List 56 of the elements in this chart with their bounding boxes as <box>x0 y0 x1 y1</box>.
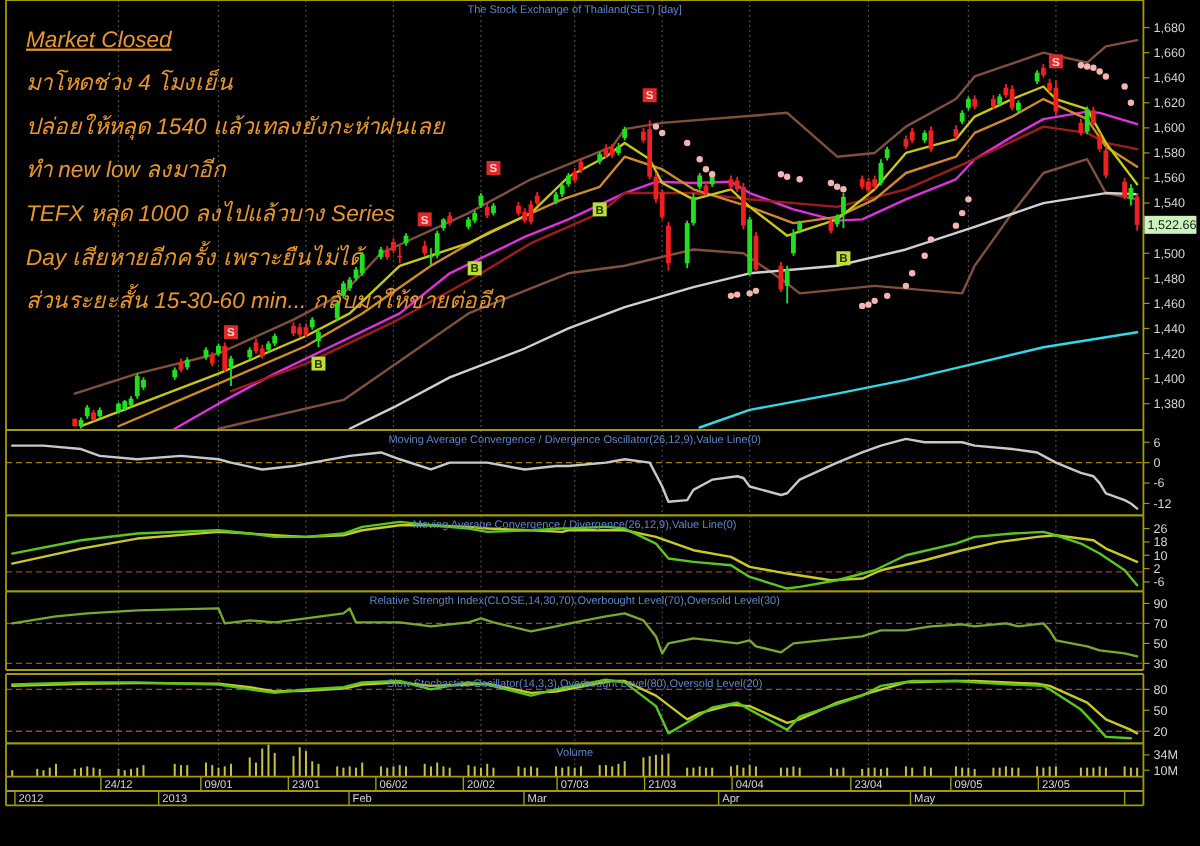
annotation: ปล่อยให้หลุด 1540 แล้วเทลงยังกะห่าฝนเลย <box>26 111 447 140</box>
annotation: Market Closed <box>26 28 174 53</box>
candlestick <box>1134 192 1140 232</box>
candlestick <box>222 341 228 374</box>
point <box>958 209 966 217</box>
point <box>696 156 703 163</box>
point <box>1090 64 1097 71</box>
line-series <box>11 437 1139 510</box>
point <box>652 123 660 130</box>
candlestick <box>791 228 796 257</box>
point <box>865 301 872 308</box>
annotation: TEFX หลุด 1000 ลงไปแล้วบาง Series <box>26 199 396 227</box>
point <box>752 287 760 295</box>
candlestick <box>1122 177 1128 201</box>
point <box>908 270 916 277</box>
point <box>1077 61 1085 69</box>
point <box>1083 63 1091 70</box>
candlestick <box>841 192 846 230</box>
point <box>883 292 891 300</box>
candlestick <box>741 182 746 231</box>
line-series <box>698 331 1139 429</box>
point <box>783 173 791 180</box>
annotation: มาโหดช่วง 4 โมงเย็น <box>26 68 234 97</box>
point <box>921 252 928 259</box>
candlestick <box>1091 105 1096 127</box>
point <box>777 171 785 178</box>
point <box>833 183 841 190</box>
point <box>727 292 735 300</box>
point <box>840 186 847 193</box>
point <box>683 139 691 147</box>
point <box>796 176 803 183</box>
candlestick <box>434 229 440 260</box>
point <box>702 166 710 173</box>
point <box>1121 83 1128 90</box>
line-series <box>11 607 1139 658</box>
point <box>952 222 960 229</box>
point <box>708 171 716 178</box>
candlestick <box>1084 105 1090 136</box>
point <box>902 282 910 290</box>
point <box>965 196 972 203</box>
point <box>733 291 741 298</box>
candlestick <box>666 221 671 272</box>
point <box>746 290 753 297</box>
point <box>1096 68 1103 75</box>
candlestick <box>134 372 140 400</box>
point <box>1102 73 1110 80</box>
point <box>927 236 935 243</box>
candlestick <box>1009 84 1015 112</box>
candlestick <box>784 264 790 305</box>
point <box>1127 99 1135 106</box>
point <box>658 129 666 137</box>
point <box>858 302 866 310</box>
point <box>827 179 835 187</box>
annotation: ทำ new low ลงมาอีก <box>26 157 229 184</box>
candlestick <box>316 327 321 349</box>
point <box>871 297 878 305</box>
